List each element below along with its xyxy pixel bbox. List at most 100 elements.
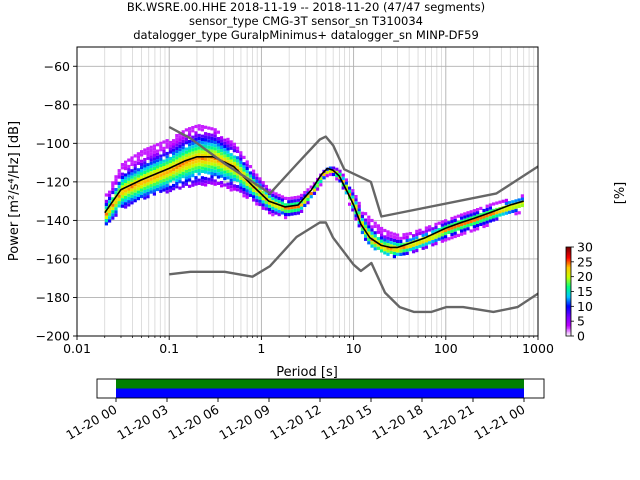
density-cell: [159, 186, 163, 190]
density-cell: [255, 199, 259, 203]
density-cell: [424, 242, 428, 246]
density-cell: [322, 173, 326, 177]
density-cell: [264, 207, 268, 211]
density-cell: [367, 238, 371, 242]
density-cell: [194, 160, 198, 164]
time-tick-label: 11-20 12: [267, 402, 323, 443]
density-cell: [117, 175, 121, 179]
colorbar-segment: [566, 260, 571, 263]
density-cell: [178, 170, 182, 174]
colorbar-segment: [566, 313, 571, 316]
density-cell: [226, 144, 230, 148]
colorbar-segment: [566, 249, 571, 252]
density-cell: [133, 192, 137, 196]
density-cell: [156, 175, 160, 179]
density-cell: [210, 162, 214, 166]
colorbar-segment: [566, 321, 571, 324]
density-cell: [296, 208, 300, 212]
density-cell: [396, 252, 400, 256]
density-cell: [421, 233, 425, 238]
density-cell: [440, 220, 444, 224]
density-cell: [191, 158, 195, 162]
density-cell: [389, 241, 393, 245]
density-cell: [287, 213, 291, 217]
density-cell: [156, 149, 160, 153]
density-cell: [114, 197, 118, 201]
density-cell: [488, 203, 492, 207]
density-cell: [354, 198, 358, 202]
density-cell: [210, 133, 214, 137]
density-cell: [252, 198, 256, 202]
density-cell: [440, 226, 444, 230]
density-cell: [453, 222, 457, 226]
density-cell: [293, 205, 297, 209]
density-cell: [194, 179, 198, 183]
density-cell: [428, 241, 432, 245]
density-cell: [293, 202, 297, 206]
density-cell: [322, 176, 326, 180]
density-cell: [216, 143, 220, 147]
density-cell: [373, 240, 377, 244]
density-cell: [223, 148, 227, 152]
density-cell: [124, 195, 128, 199]
density-cell: [226, 185, 230, 189]
y-tick-label: −140: [36, 213, 70, 228]
density-cell: [236, 185, 240, 189]
density-cell: [140, 153, 144, 157]
time-tick-label: 11-20 03: [114, 402, 170, 443]
colorbar-segment: [566, 301, 571, 304]
density-cell: [245, 166, 249, 170]
density-cell: [210, 140, 214, 144]
colorbar-segment: [566, 315, 571, 318]
density-cell: [248, 184, 252, 188]
colorbar-segment: [566, 284, 571, 286]
density-cell: [200, 125, 204, 129]
density-cell: [200, 163, 204, 167]
density-cell: [175, 143, 179, 147]
density-cell: [130, 194, 134, 198]
density-cell: [450, 223, 454, 227]
density-cell: [143, 167, 147, 171]
density-cell: [194, 169, 198, 173]
density-cell: [232, 142, 236, 146]
density-cell: [412, 246, 416, 251]
density-cell: [472, 209, 476, 213]
density-cell: [216, 175, 220, 179]
density-cell: [300, 209, 304, 213]
density-cell: [312, 191, 316, 195]
density-cell: [162, 150, 166, 154]
colorbar-segment: [566, 319, 571, 322]
density-cell: [367, 218, 371, 222]
density-cell: [341, 180, 345, 184]
chart-title-line-1: BK.WSRE.00.HHE 2018-11-19 -- 2018-11-20 …: [126, 0, 486, 14]
density-cell: [114, 191, 118, 195]
density-cell: [405, 245, 409, 249]
density-cell: [383, 248, 387, 252]
density-cell: [175, 182, 179, 186]
density-cell: [178, 138, 182, 142]
density-cell: [175, 159, 179, 163]
density-cell: [488, 206, 492, 210]
density-cell: [146, 156, 150, 160]
density-cell: [175, 166, 179, 170]
density-cell: [418, 228, 422, 232]
density-cell: [140, 188, 144, 192]
density-cell: [159, 141, 163, 145]
density-cell: [175, 150, 179, 154]
density-cell: [392, 255, 396, 259]
density-cell: [156, 143, 160, 147]
density-cell: [104, 203, 108, 207]
density-cell: [120, 204, 124, 208]
density-cell: [130, 169, 134, 173]
density-cell: [152, 182, 156, 186]
density-cell: [415, 236, 419, 240]
density-cell: [172, 142, 176, 146]
density-cell: [149, 148, 153, 153]
density-cell: [341, 186, 345, 190]
colorbar-segment: [566, 275, 571, 278]
density-cell: [194, 163, 198, 167]
density-cell: [184, 150, 188, 154]
coverage-bar: [116, 388, 524, 398]
colorbar-segment: [566, 273, 571, 276]
density-cell: [184, 147, 188, 151]
